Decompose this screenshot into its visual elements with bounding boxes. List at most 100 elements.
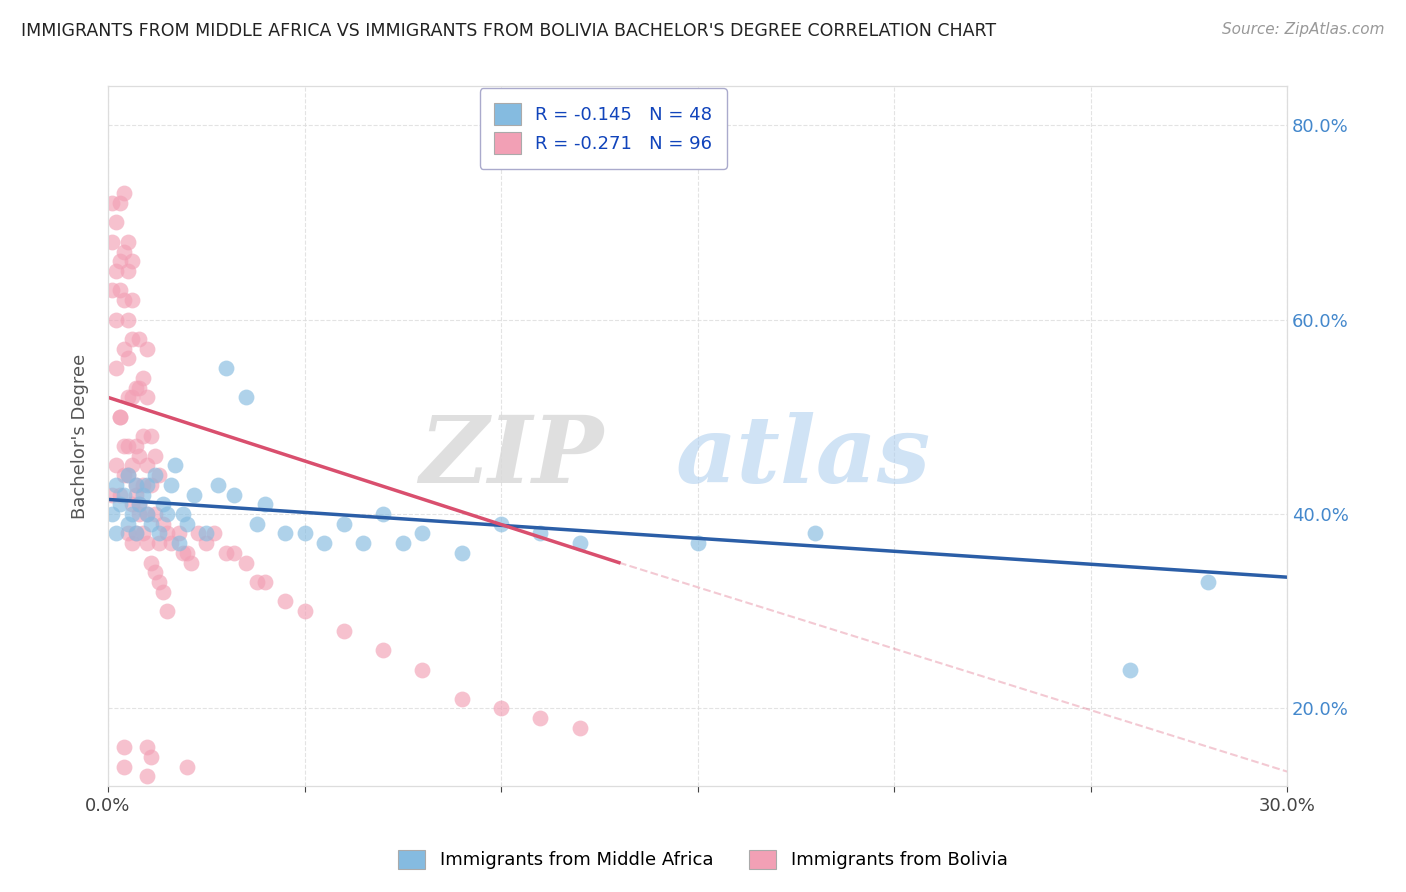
Immigrants from Bolivia [108, 196, 131, 211]
Immigrants from Bolivia [124, 439, 146, 453]
Immigrants from Middle Africa [195, 526, 218, 541]
Immigrants from Middle Africa [215, 361, 238, 376]
Immigrants from Bolivia [124, 381, 146, 395]
Immigrants from Bolivia [112, 439, 135, 453]
Immigrants from Bolivia [108, 409, 131, 424]
Immigrants from Bolivia [132, 371, 155, 385]
Immigrants from Bolivia [104, 264, 127, 278]
Immigrants from Bolivia [104, 458, 127, 473]
Immigrants from Bolivia [136, 740, 159, 755]
Immigrants from Bolivia [222, 546, 245, 560]
Immigrants from Middle Africa [686, 536, 709, 550]
Immigrants from Bolivia [254, 575, 277, 590]
Immigrants from Middle Africa [163, 458, 186, 473]
Text: IMMIGRANTS FROM MIDDLE AFRICA VS IMMIGRANTS FROM BOLIVIA BACHELOR'S DEGREE CORRE: IMMIGRANTS FROM MIDDLE AFRICA VS IMMIGRA… [21, 22, 997, 40]
Immigrants from Bolivia [128, 332, 150, 346]
Immigrants from Middle Africa [141, 516, 163, 531]
Immigrants from Middle Africa [246, 516, 269, 531]
Immigrants from Bolivia [141, 478, 163, 492]
Immigrants from Middle Africa [136, 507, 159, 521]
Immigrants from Bolivia [112, 293, 135, 308]
Immigrants from Bolivia [128, 381, 150, 395]
Immigrants from Middle Africa [294, 526, 316, 541]
Immigrants from Middle Africa [333, 516, 356, 531]
Immigrants from Bolivia [141, 429, 163, 443]
Immigrants from Bolivia [143, 449, 166, 463]
Immigrants from Middle Africa [124, 526, 146, 541]
Immigrants from Bolivia [156, 526, 179, 541]
Immigrants from Bolivia [124, 487, 146, 501]
Immigrants from Bolivia [124, 478, 146, 492]
Immigrants from Bolivia [215, 546, 238, 560]
Immigrants from Bolivia [202, 526, 225, 541]
Immigrants from Bolivia [136, 536, 159, 550]
Immigrants from Bolivia [101, 196, 124, 211]
Immigrants from Middle Africa [136, 478, 159, 492]
Immigrants from Bolivia [167, 526, 190, 541]
Immigrants from Bolivia [121, 254, 143, 268]
Text: atlas: atlas [676, 412, 931, 502]
Immigrants from Bolivia [101, 487, 124, 501]
Immigrants from Middle Africa [207, 478, 229, 492]
Immigrants from Middle Africa [121, 507, 143, 521]
Immigrants from Bolivia [112, 760, 135, 774]
Immigrants from Bolivia [121, 536, 143, 550]
Immigrants from Bolivia [112, 342, 135, 356]
Immigrants from Middle Africa [124, 478, 146, 492]
Legend: R = -0.145   N = 48, R = -0.271   N = 96: R = -0.145 N = 48, R = -0.271 N = 96 [479, 88, 727, 169]
Immigrants from Bolivia [121, 293, 143, 308]
Text: ZIP: ZIP [419, 412, 603, 502]
Immigrants from Bolivia [132, 429, 155, 443]
Immigrants from Bolivia [529, 711, 551, 725]
Immigrants from Bolivia [132, 478, 155, 492]
Immigrants from Bolivia [117, 468, 139, 483]
Immigrants from Middle Africa [143, 468, 166, 483]
Immigrants from Middle Africa [804, 526, 827, 541]
Immigrants from Bolivia [117, 526, 139, 541]
Immigrants from Bolivia [117, 264, 139, 278]
Immigrants from Bolivia [172, 546, 194, 560]
Immigrants from Bolivia [117, 351, 139, 366]
Immigrants from Bolivia [108, 487, 131, 501]
Immigrants from Bolivia [112, 186, 135, 201]
Immigrants from Bolivia [411, 663, 433, 677]
Immigrants from Bolivia [132, 526, 155, 541]
Immigrants from Bolivia [104, 312, 127, 326]
Immigrants from Bolivia [108, 409, 131, 424]
Legend: Immigrants from Middle Africa, Immigrants from Bolivia: Immigrants from Middle Africa, Immigrant… [389, 841, 1017, 879]
Immigrants from Bolivia [148, 536, 170, 550]
Immigrants from Middle Africa [112, 487, 135, 501]
Immigrants from Middle Africa [108, 497, 131, 511]
Immigrants from Middle Africa [450, 546, 472, 560]
Immigrants from Middle Africa [148, 526, 170, 541]
Immigrants from Bolivia [112, 244, 135, 259]
Immigrants from Middle Africa [128, 497, 150, 511]
Immigrants from Middle Africa [172, 507, 194, 521]
Immigrants from Bolivia [294, 604, 316, 618]
Immigrants from Bolivia [187, 526, 209, 541]
Immigrants from Middle Africa [274, 526, 297, 541]
Immigrants from Middle Africa [371, 507, 394, 521]
Immigrants from Bolivia [176, 546, 198, 560]
Immigrants from Middle Africa [183, 487, 205, 501]
Immigrants from Bolivia [235, 556, 257, 570]
Immigrants from Bolivia [143, 507, 166, 521]
Immigrants from Bolivia [124, 526, 146, 541]
Y-axis label: Bachelor's Degree: Bachelor's Degree [72, 353, 89, 519]
Immigrants from Middle Africa [104, 526, 127, 541]
Immigrants from Bolivia [112, 468, 135, 483]
Immigrants from Bolivia [148, 575, 170, 590]
Immigrants from Bolivia [136, 390, 159, 404]
Immigrants from Middle Africa [104, 478, 127, 492]
Immigrants from Bolivia [108, 284, 131, 298]
Immigrants from Bolivia [141, 750, 163, 764]
Immigrants from Bolivia [117, 312, 139, 326]
Immigrants from Middle Africa [117, 516, 139, 531]
Immigrants from Bolivia [136, 507, 159, 521]
Immigrants from Bolivia [152, 516, 174, 531]
Immigrants from Middle Africa [391, 536, 413, 550]
Immigrants from Bolivia [568, 721, 591, 735]
Immigrants from Bolivia [246, 575, 269, 590]
Immigrants from Bolivia [371, 643, 394, 657]
Immigrants from Bolivia [117, 439, 139, 453]
